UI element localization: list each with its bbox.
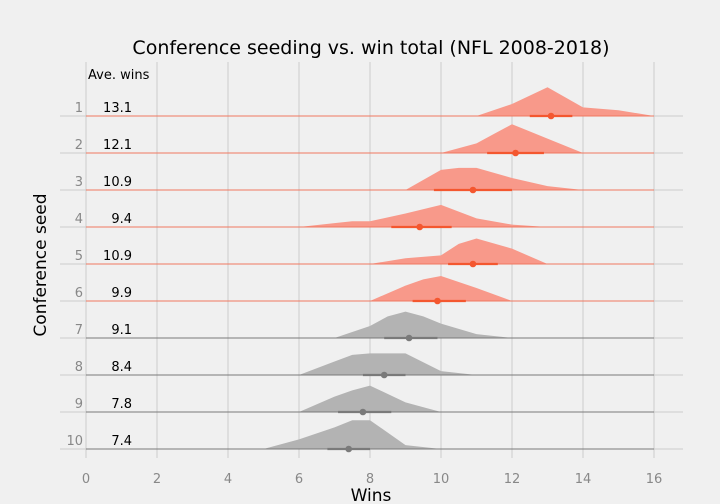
x-tick-label: 16 xyxy=(646,472,663,487)
seed-label: 8 xyxy=(75,360,83,375)
x-tick-label: 12 xyxy=(504,472,521,487)
seed-label: 6 xyxy=(75,286,83,301)
x-tick-label: 14 xyxy=(575,472,592,487)
avg-wins-value: 13.1 xyxy=(103,101,132,116)
y-axis-label: Conference seed xyxy=(31,193,51,336)
x-tick-label: 6 xyxy=(295,472,303,487)
chart-title: Conference seeding vs. win total (NFL 20… xyxy=(132,37,609,59)
seed-6-mean-dot xyxy=(434,297,441,305)
x-tick-label: 8 xyxy=(366,472,374,487)
seed-label: 7 xyxy=(75,323,83,338)
seed-7-distribution xyxy=(334,311,512,338)
seed-label: 9 xyxy=(75,397,83,412)
seed-6-distribution xyxy=(370,276,512,301)
avg-wins-value: 9.4 xyxy=(111,212,132,227)
seed-5-distribution xyxy=(370,238,548,264)
seed-label: 3 xyxy=(75,175,83,190)
seed-1-distribution xyxy=(476,87,654,116)
avg-wins-value: 8.4 xyxy=(111,360,132,375)
seed-9-mean-dot xyxy=(359,408,367,416)
x-tick-label: 4 xyxy=(224,472,232,487)
avg-wins-value: 10.9 xyxy=(103,175,132,190)
row-labels: 1 13.1 2 12.1 3 10.9 4 9.4 5 10.9 6 9.9 7 9.1 8 8.4 9 7.8… xyxy=(66,101,132,449)
seed-3-mean-dot xyxy=(469,186,477,194)
seed-label: 5 xyxy=(75,249,83,264)
seed-label: 4 xyxy=(75,212,83,227)
x-axis-label: Wins xyxy=(351,486,392,504)
seed-4-distribution xyxy=(299,204,548,227)
avg-wins-value: 10.9 xyxy=(103,249,132,264)
x-tick-label: 0 xyxy=(82,472,90,487)
avg-wins-value: 9.1 xyxy=(111,323,132,338)
seed-2-mean-dot xyxy=(512,149,519,157)
seed-label: 1 xyxy=(75,101,83,116)
x-tick-label: 2 xyxy=(153,472,161,487)
seed-4-mean-dot xyxy=(416,223,424,231)
avg-wins-value: 9.9 xyxy=(111,286,132,301)
seed-label: 2 xyxy=(75,138,83,153)
seed-2-distribution xyxy=(441,124,583,153)
seed-8-mean-dot xyxy=(380,371,388,379)
avg-wins-value: 7.4 xyxy=(111,434,132,449)
seed-3-distribution xyxy=(405,167,583,190)
x-tick-label: 10 xyxy=(433,472,450,487)
seed-10-distribution xyxy=(263,420,441,449)
seed-8-distribution xyxy=(299,353,477,375)
seed-7-mean-dot xyxy=(405,334,413,342)
seed-10-mean-dot xyxy=(345,445,353,453)
x-ticks: 0 2 4 6 8 10 12 14 16 xyxy=(82,472,662,487)
seed-1-mean-dot xyxy=(547,112,555,120)
seed-5-mean-dot xyxy=(469,260,477,268)
avg-wins-value: 12.1 xyxy=(103,138,132,153)
seed-9-distribution xyxy=(299,385,441,412)
ridges xyxy=(86,87,654,453)
avg-wins-value: 7.8 xyxy=(111,397,132,412)
seed-label: 10 xyxy=(66,434,83,449)
avg-wins-column-header: Ave. wins xyxy=(88,68,150,83)
